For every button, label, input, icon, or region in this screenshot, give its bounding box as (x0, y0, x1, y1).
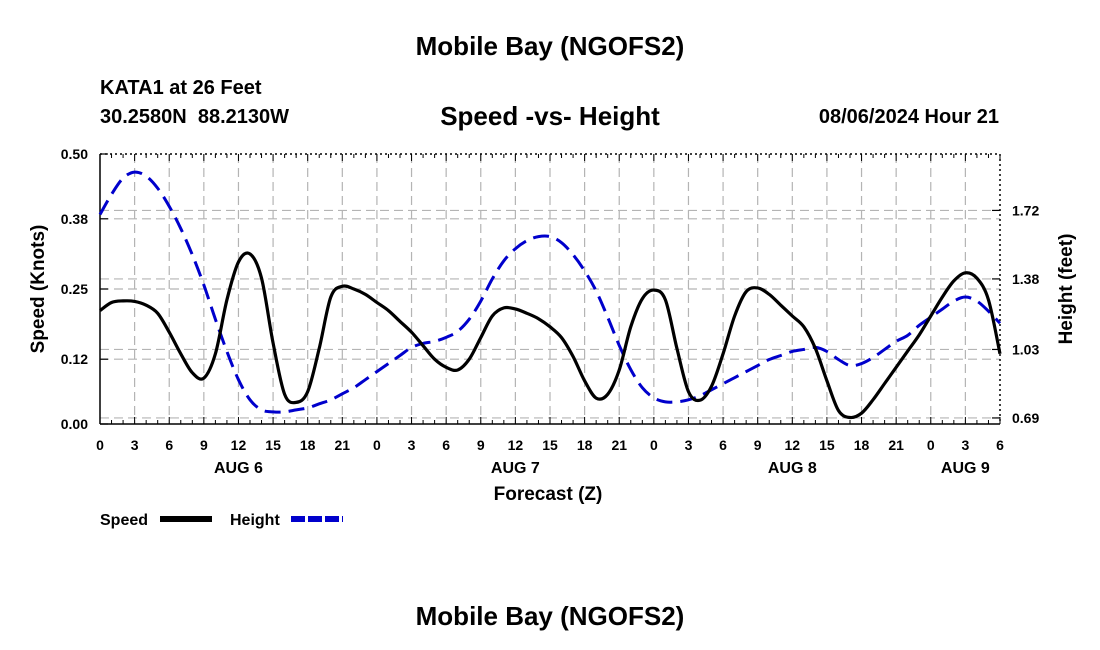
y-tick-label: 0.50 (61, 146, 88, 162)
legend-height-label: Height (230, 512, 280, 529)
y-tick-label: 0.12 (61, 351, 88, 367)
speed-series-line (99, 251, 1002, 420)
x-tick-label: 9 (754, 437, 762, 453)
x-tick-label: 15 (542, 437, 558, 453)
x-day-label: AUG 6 (214, 460, 263, 477)
coordinates-label: 30.2580N 88.2130W (100, 106, 290, 128)
x-day-label: AUG 9 (941, 460, 990, 477)
footer-title: Mobile Bay (NGOFS2) (415, 601, 685, 631)
x-tick-label: 21 (888, 437, 904, 453)
x-tick-label: 15 (819, 437, 835, 453)
x-tick-label: 6 (165, 437, 173, 453)
x-tick-label: 0 (927, 437, 935, 453)
station-label: KATA1 at 26 Feet (100, 77, 262, 99)
x-tick-label: 18 (577, 437, 593, 453)
y2-tick-label: 1.38 (1012, 271, 1039, 287)
x-day-label: AUG 7 (491, 460, 540, 477)
x-tick-label: 9 (477, 437, 485, 453)
y2-tick-label: 1.03 (1012, 341, 1039, 357)
x-tick-label: 3 (408, 437, 416, 453)
x-day-label: AUG 8 (768, 460, 817, 477)
x-tick-label: 0 (96, 437, 104, 453)
x-tick-label: 6 (996, 437, 1004, 453)
x-tick-label: 21 (335, 437, 351, 453)
x-tick-label: 21 (611, 437, 627, 453)
page-title: Mobile Bay (NGOFS2) (415, 31, 685, 61)
legend-speed-label: Speed (100, 512, 148, 529)
x-tick-label: 18 (854, 437, 870, 453)
x-axis-title: Forecast (Z) (494, 484, 603, 505)
x-tick-label: 18 (300, 437, 316, 453)
x-tick-label: 3 (961, 437, 969, 453)
x-tick-label: 12 (508, 437, 524, 453)
x-tick-label: 3 (685, 437, 693, 453)
x-tick-label: 3 (131, 437, 139, 453)
y-tick-label: 0.38 (61, 211, 88, 227)
forecast-timestamp: 08/06/2024 Hour 21 (818, 106, 999, 128)
x-tick-label: 12 (231, 437, 247, 453)
chart-title: Speed -vs- Height (440, 101, 660, 131)
x-tick-label: 9 (200, 437, 208, 453)
x-tick-label: 0 (650, 437, 658, 453)
y2-axis-title: Height (feet) (1056, 234, 1077, 345)
y-axis-title: Speed (Knots) (28, 225, 49, 354)
y2-tick-label: 1.72 (1012, 202, 1039, 218)
y-tick-label: 0.25 (61, 281, 88, 297)
y-tick-label: 0.00 (61, 416, 88, 432)
y2-tick-label: 0.69 (1012, 410, 1039, 426)
x-tick-label: 15 (265, 437, 281, 453)
x-tick-label: 6 (719, 437, 727, 453)
x-tick-label: 12 (785, 437, 801, 453)
height-series-line (98, 170, 1002, 414)
x-tick-label: 6 (442, 437, 450, 453)
x-tick-label: 0 (373, 437, 381, 453)
